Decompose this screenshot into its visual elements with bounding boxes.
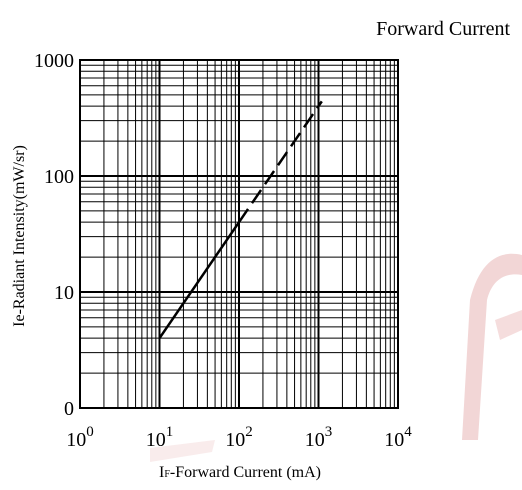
chart-title: Forward Current	[376, 18, 510, 40]
x-tick-base: 10	[305, 429, 325, 451]
y-axis-label: Ie-Radiant Intensity(mW/sr)	[11, 145, 28, 327]
x-axis-label-main: I	[159, 464, 164, 481]
watermark-stroke-2	[495, 310, 522, 340]
x-tick-base: 10	[384, 429, 404, 451]
x-tick-label: 103	[305, 424, 333, 451]
y-tick-label: 0	[64, 398, 74, 420]
x-tick-label: 104	[384, 424, 412, 451]
x-tick-label: 101	[146, 424, 174, 451]
x-tick-exponent: 0	[86, 424, 94, 440]
y-tick-label: 10	[54, 282, 74, 304]
series-layer	[158, 100, 323, 339]
x-tick-exponent: 1	[166, 424, 174, 440]
y-tick-labels: 0 10 100 1000	[34, 50, 74, 420]
x-tick-base: 10	[146, 429, 166, 451]
series-line-dashed	[237, 100, 323, 223]
grid-major	[79, 59, 399, 409]
grid-minor	[80, 60, 398, 408]
watermark-stroke-3	[150, 440, 215, 462]
watermark-stroke-1	[462, 253, 522, 440]
plot-frame	[79, 59, 399, 409]
x-tick-exponent: 2	[245, 424, 253, 440]
x-axis-label: IF-Forward Current (mA)	[159, 464, 321, 481]
y-tick-label: 100	[44, 166, 74, 188]
x-tick-base: 10	[66, 429, 86, 451]
x-tick-exponent: 3	[325, 424, 333, 440]
y-tick-label: 1000	[34, 50, 74, 72]
x-axis-label-sub: F	[164, 469, 170, 480]
x-tick-labels: 100 101 102 103 104	[66, 424, 412, 451]
watermark	[150, 253, 522, 462]
x-axis-label-rest: -Forward Current (mA)	[170, 464, 321, 481]
x-tick-exponent: 4	[404, 424, 412, 440]
x-tick-label: 102	[225, 424, 253, 451]
x-tick-base: 10	[225, 429, 245, 451]
x-tick-label: 100	[66, 424, 94, 451]
series-line-solid	[158, 221, 241, 339]
